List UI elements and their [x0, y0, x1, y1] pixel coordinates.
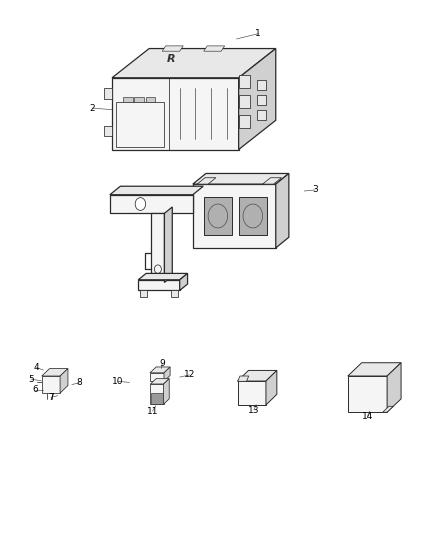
Text: 4: 4	[34, 363, 39, 372]
Polygon shape	[112, 49, 276, 78]
Text: 3: 3	[312, 185, 318, 195]
Polygon shape	[123, 111, 133, 123]
Polygon shape	[180, 273, 187, 290]
Polygon shape	[238, 376, 249, 381]
Polygon shape	[60, 368, 68, 393]
Polygon shape	[239, 197, 267, 235]
Polygon shape	[146, 125, 155, 136]
Polygon shape	[146, 97, 155, 109]
Text: 1: 1	[255, 29, 261, 38]
Polygon shape	[104, 88, 112, 99]
Polygon shape	[123, 125, 133, 136]
Polygon shape	[348, 363, 401, 376]
Text: 11: 11	[147, 407, 159, 416]
Polygon shape	[171, 290, 178, 297]
Polygon shape	[134, 97, 144, 109]
Polygon shape	[239, 115, 250, 128]
Polygon shape	[138, 280, 180, 290]
Text: 10: 10	[112, 377, 124, 386]
Text: 6: 6	[32, 385, 38, 394]
Text: 12: 12	[184, 370, 195, 379]
Polygon shape	[104, 126, 112, 136]
Polygon shape	[239, 49, 276, 150]
Polygon shape	[204, 46, 225, 51]
Polygon shape	[263, 177, 282, 184]
Text: 14: 14	[362, 412, 373, 421]
Polygon shape	[112, 78, 239, 150]
Polygon shape	[164, 367, 170, 381]
Polygon shape	[239, 75, 250, 88]
Polygon shape	[237, 370, 277, 381]
Polygon shape	[151, 393, 162, 403]
Polygon shape	[164, 207, 172, 282]
Polygon shape	[387, 363, 401, 412]
Polygon shape	[239, 95, 250, 108]
Polygon shape	[193, 173, 289, 184]
Polygon shape	[110, 186, 203, 195]
Polygon shape	[276, 173, 289, 248]
Polygon shape	[42, 368, 68, 376]
Polygon shape	[150, 378, 169, 384]
Polygon shape	[266, 370, 277, 405]
Text: 9: 9	[159, 359, 165, 368]
Polygon shape	[146, 111, 155, 123]
Text: 13: 13	[248, 406, 260, 415]
Polygon shape	[197, 177, 216, 184]
Polygon shape	[237, 381, 266, 405]
Text: 5: 5	[28, 375, 34, 384]
Polygon shape	[348, 376, 387, 412]
Text: R: R	[167, 54, 176, 64]
Text: 7: 7	[48, 393, 54, 402]
Polygon shape	[150, 384, 163, 404]
Polygon shape	[193, 184, 276, 248]
Polygon shape	[163, 378, 169, 404]
Polygon shape	[123, 97, 133, 109]
Polygon shape	[257, 110, 266, 119]
Polygon shape	[134, 125, 144, 136]
Polygon shape	[162, 46, 183, 51]
Text: 8: 8	[76, 378, 82, 387]
Polygon shape	[110, 195, 193, 213]
Polygon shape	[42, 376, 60, 393]
Polygon shape	[150, 373, 164, 381]
Polygon shape	[204, 197, 232, 235]
Text: 2: 2	[89, 103, 95, 112]
Polygon shape	[257, 95, 266, 104]
Polygon shape	[138, 273, 187, 280]
Polygon shape	[134, 111, 144, 123]
Circle shape	[135, 198, 146, 211]
Polygon shape	[151, 213, 164, 282]
Polygon shape	[150, 367, 170, 373]
Polygon shape	[117, 102, 164, 147]
Polygon shape	[141, 290, 148, 297]
Polygon shape	[257, 80, 266, 90]
Polygon shape	[383, 406, 393, 412]
